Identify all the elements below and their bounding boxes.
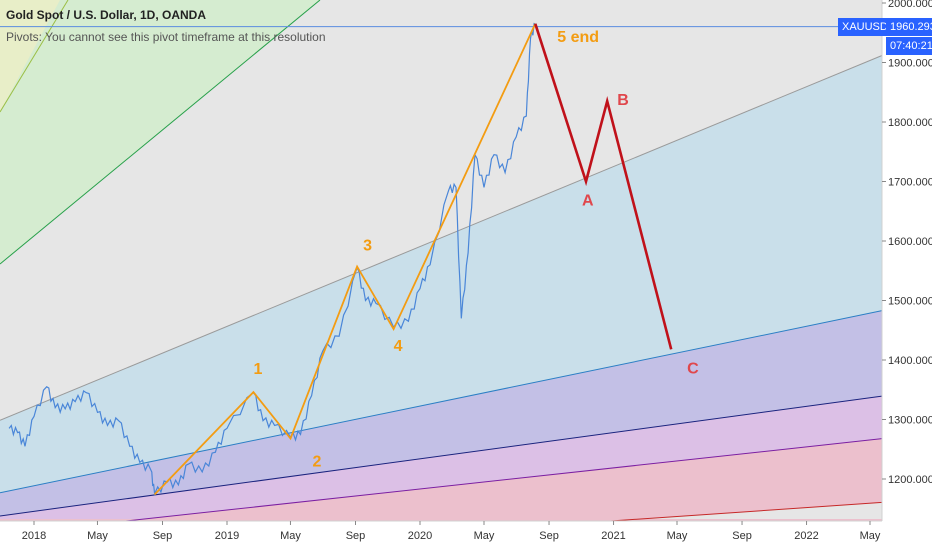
y-tick-label: 2000.000: [888, 0, 932, 10]
symbol-badge: XAUUSD: [838, 18, 892, 36]
fan-line-lime: [0, 0, 69, 113]
y-axis-panel: [882, 0, 932, 550]
pivots-note: Pivots: You cannot see this pivot timefr…: [6, 30, 326, 44]
x-tick-label: May: [87, 530, 108, 542]
y-tick-label: 1500.000: [888, 296, 932, 308]
channel-upper-line: [0, 55, 883, 421]
channel-fib-line-2: [0, 438, 883, 536]
x-tick-label: 2022: [794, 530, 818, 542]
y-tick-label: 1200.000: [888, 474, 932, 486]
x-tick-label: 2019: [215, 530, 239, 542]
y-tick-label: 1600.000: [888, 236, 932, 248]
wave-label-5-end: 5 end: [557, 29, 599, 46]
y-tick-label: 1900.000: [888, 58, 932, 70]
wave-label-2: 2: [312, 454, 321, 471]
x-tick-label: May: [667, 530, 688, 542]
x-tick-label: Sep: [153, 530, 173, 542]
fan-line-green: [0, 0, 321, 265]
channel-fib-line-1: [0, 395, 883, 517]
channel-lower-line: [0, 310, 883, 494]
channel-fill-2: [0, 310, 882, 516]
wave-label-3: 3: [363, 238, 372, 255]
abc-projection-line: [534, 23, 673, 350]
fan-fill-yellow: [0, 0, 60, 112]
x-tick-label: May: [474, 530, 495, 542]
x-tick-label: Sep: [539, 530, 559, 542]
x-tick-label: Sep: [346, 530, 366, 542]
abc-label-B: B: [617, 92, 629, 109]
x-tick-label: May: [280, 530, 301, 542]
x-tick-label: 2020: [408, 530, 432, 542]
y-tick-label: 1700.000: [888, 177, 932, 189]
x-tick-label: May: [860, 530, 881, 542]
y-tick-label: 1300.000: [888, 415, 932, 427]
channel-fill-3: [0, 396, 882, 535]
channel-fill-main: [0, 55, 882, 493]
wave-label-4: 4: [394, 338, 403, 355]
abc-label-C: C: [687, 360, 699, 377]
y-tick-label: 1800.000: [888, 117, 932, 129]
y-tick-label: 1400.000: [888, 355, 932, 367]
x-tick-label: 2021: [601, 530, 625, 542]
chart-title: Gold Spot / U.S. Dollar, 1D, OANDA: [6, 8, 207, 22]
abc-label-A: A: [582, 193, 594, 210]
elliott-wave-line: [153, 23, 537, 496]
countdown-badge: 07:40:21: [886, 37, 932, 55]
x-tick-label: 2018: [22, 530, 46, 542]
last-price-badge: 1960.293: [886, 18, 932, 36]
price-series-line: [8, 22, 536, 497]
x-axis-panel: [0, 521, 932, 550]
channel-fill-bottom: [0, 519, 882, 521]
wave-label-1: 1: [253, 361, 262, 378]
x-tick-label: Sep: [732, 530, 752, 542]
